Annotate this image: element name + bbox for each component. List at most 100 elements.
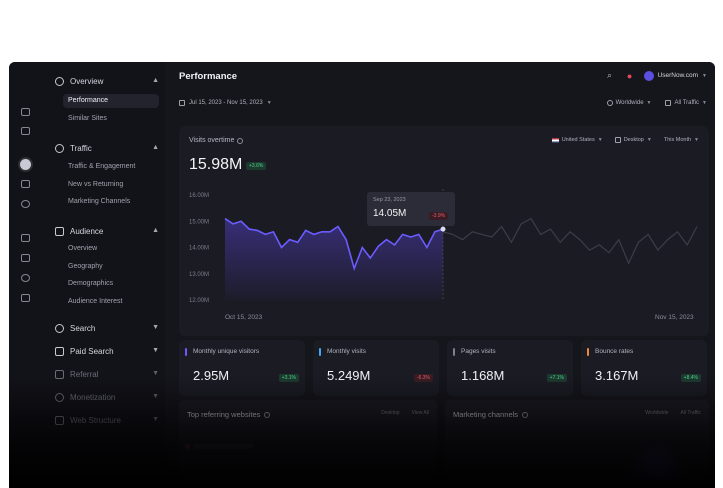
chevron-down-icon: ▼ — [694, 137, 699, 143]
stat-value: 5.249M — [327, 368, 371, 383]
document-icon[interactable] — [19, 232, 31, 244]
device-filter[interactable]: Desktop ▼ — [614, 137, 652, 143]
top-referring-card: Top referring websites Desktop View All — [179, 400, 437, 480]
chart-filters: United States ▼ Desktop ▼ This Month ▼ — [551, 137, 699, 143]
avatar — [643, 70, 654, 81]
us-flag-icon — [551, 137, 559, 143]
account-menu[interactable]: UserNow.com ▼ — [643, 70, 707, 81]
stat-value: 1.168M — [461, 368, 505, 383]
sidebar-item-new-vs-returning[interactable]: New vs Returning — [68, 181, 124, 188]
channels-region-filter[interactable]: Worldwide — [645, 410, 669, 416]
traffic-filter[interactable]: All Traffic ▼ — [665, 100, 707, 106]
visits-line-chart[interactable]: 16.00M 15.00M 14.00M 13.00M 12.00M Oct 15, 2… — [179, 126, 709, 336]
period-filter[interactable]: This Month ▼ — [664, 137, 699, 143]
referring-site-row[interactable] — [193, 444, 253, 449]
bell-icon[interactable]: ● — [626, 70, 633, 81]
building-icon[interactable] — [19, 125, 31, 137]
analytics-icon[interactable] — [19, 158, 31, 170]
stat-card-bounce-rates[interactable]: Bounce rates 3.167M +8.4% — [581, 340, 707, 396]
chevron-down-icon: ▼ — [702, 100, 707, 106]
date-range-label: Jul 15, 2023 - Nov 15, 2023 — [189, 100, 263, 106]
visits-card-title: Visits overtime — [189, 137, 244, 144]
stat-change-badge: -6.3% — [413, 374, 433, 382]
stat-color-bar — [185, 348, 187, 356]
sitemap-icon — [55, 415, 64, 425]
chevron-down-icon: ▼ — [152, 347, 159, 354]
date-range-picker[interactable]: Jul 15, 2023 - Nov 15, 2023 ▼ — [179, 100, 272, 106]
thumbs-up-icon[interactable] — [19, 292, 31, 304]
tag-icon[interactable] — [19, 198, 31, 210]
bottom-row: Top referring websites Desktop View All … — [179, 400, 709, 480]
sidebar-section-traffic[interactable]: Traffic ▲ — [55, 139, 165, 157]
chevron-down-icon: ▼ — [266, 100, 272, 106]
search-icon[interactable]: ⌕ — [607, 70, 613, 80]
grid-icon[interactable] — [19, 178, 31, 190]
country-label: United States — [561, 137, 595, 143]
sidebar-section-web-structure[interactable]: Web Structure ▼ — [55, 411, 165, 429]
sidebar-section-label: Search — [70, 323, 96, 333]
stat-card-monthly-visits[interactable]: Monthly visits 5.249M -6.3% — [313, 340, 439, 396]
user-icon — [55, 226, 64, 236]
sidebar-section-label: Web Structure — [70, 415, 121, 425]
chevron-down-icon: ▼ — [597, 137, 603, 143]
icon-rail — [9, 62, 51, 488]
chevron-up-icon: ▲ — [152, 144, 159, 151]
channels-traffic-filter[interactable]: All Traffic — [680, 410, 701, 416]
sidebar-section-monetization[interactable]: Monetization ▼ — [55, 388, 165, 406]
visits-line — [224, 217, 444, 272]
referring-device-filter[interactable]: Desktop — [381, 410, 400, 416]
stat-card-unique-visitors[interactable]: Monthly unique visitors 2.95M +3.1% — [179, 340, 305, 396]
period-label: This Month — [663, 137, 692, 143]
home-icon[interactable] — [19, 106, 31, 118]
sidebar-section-referral[interactable]: Referral ▼ — [55, 365, 165, 383]
chart-icon[interactable] — [19, 272, 31, 284]
region-label: Worldwide — [615, 100, 644, 106]
info-icon[interactable] — [264, 411, 271, 418]
device-label: Desktop — [623, 137, 644, 143]
sidebar-section-label: Audience — [70, 226, 104, 236]
top-actions: ⌕ ● UserNow.com ▼ — [604, 70, 707, 81]
image-icon[interactable] — [19, 252, 31, 264]
stat-label: Bounce rates — [595, 348, 634, 355]
view-all-link[interactable]: View All — [411, 410, 429, 416]
stat-change-badge: +8.4% — [680, 374, 701, 382]
sidebar-item-traffic-engagement[interactable]: Traffic & Engagement — [68, 163, 136, 170]
stat-color-bar — [319, 348, 321, 356]
visits-line-forecast — [442, 217, 698, 265]
sidebar-section-audience[interactable]: Audience ▲ — [55, 222, 165, 240]
globe-icon — [55, 143, 64, 153]
sidebar-item-audience-overview[interactable]: Overview — [68, 245, 98, 252]
hover-point — [440, 226, 446, 232]
visits-total: 15.98M — [189, 156, 243, 173]
main-content: Performance ⌕ ● UserNow.com ▼ Jul 15, 20… — [165, 62, 715, 488]
chevron-down-icon: ▼ — [702, 72, 707, 79]
chevron-down-icon: ▼ — [152, 370, 159, 377]
sidebar-section-label: Referral — [70, 369, 99, 379]
info-icon[interactable] — [522, 411, 529, 418]
visits-title-text: Visits overtime — [189, 137, 235, 144]
country-filter[interactable]: United States ▼ — [551, 137, 603, 143]
chart-tooltip: Sep 23, 2023 14.05M -3.9% — [367, 192, 455, 226]
filter-bar: Jul 15, 2023 - Nov 15, 2023 ▼ Worldwide … — [179, 98, 707, 114]
region-filter[interactable]: Worldwide ▼ — [606, 100, 651, 106]
traffic-label: All Traffic — [674, 100, 700, 106]
sidebar-section-paid-search[interactable]: Paid Search ▼ — [55, 342, 165, 360]
visits-change-badge: +3.6% — [246, 162, 267, 170]
chevron-down-icon: ▼ — [152, 393, 159, 400]
y-tick-label: 13.00M — [189, 272, 209, 278]
chevron-down-icon: ▼ — [646, 137, 652, 143]
sidebar-item-geography[interactable]: Geography — [68, 263, 103, 270]
sidebar-section-label: Paid Search — [70, 346, 114, 356]
stat-value: 3.167M — [595, 368, 639, 383]
sidebar-item-audience-interest[interactable]: Audience Interest — [68, 298, 123, 305]
sidebar-item-similar-sites[interactable]: Similar Sites — [68, 115, 107, 122]
traffic-icon — [665, 100, 672, 106]
sidebar-item-marketing-channels[interactable]: Marketing Channels — [68, 198, 131, 205]
stat-card-pages-visits[interactable]: Pages visits 1.168M +7.1% — [447, 340, 573, 396]
sidebar-item-demographics[interactable]: Demographics — [68, 280, 114, 287]
sidebar-section-search[interactable]: Search ▼ — [55, 319, 165, 337]
sidebar-item-performance[interactable]: Performance — [63, 94, 159, 108]
sidebar-section-overview[interactable]: Overview ▲ — [55, 72, 165, 90]
info-icon[interactable] — [237, 137, 244, 144]
channels-chart-glow — [627, 440, 687, 480]
